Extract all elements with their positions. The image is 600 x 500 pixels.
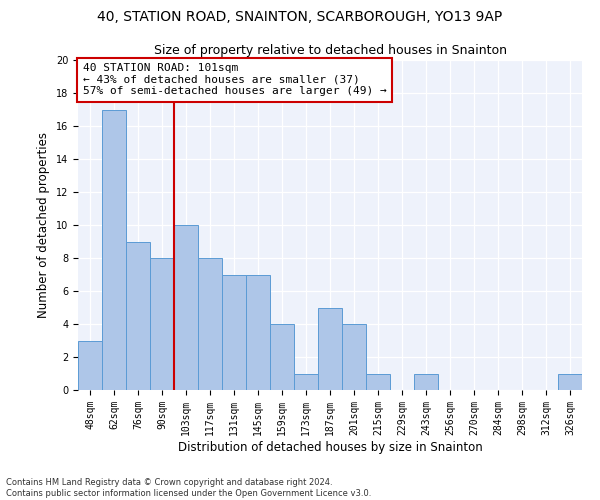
Text: Contains HM Land Registry data © Crown copyright and database right 2024.
Contai: Contains HM Land Registry data © Crown c… — [6, 478, 371, 498]
Bar — [222, 274, 246, 390]
Bar — [78, 340, 102, 390]
Bar — [318, 308, 342, 390]
Bar — [270, 324, 294, 390]
Text: 40 STATION ROAD: 101sqm
← 43% of detached houses are smaller (37)
57% of semi-de: 40 STATION ROAD: 101sqm ← 43% of detache… — [83, 64, 387, 96]
Y-axis label: Number of detached properties: Number of detached properties — [37, 132, 50, 318]
Bar — [366, 374, 390, 390]
X-axis label: Distribution of detached houses by size in Snainton: Distribution of detached houses by size … — [178, 440, 482, 454]
Bar — [414, 374, 438, 390]
Title: Size of property relative to detached houses in Snainton: Size of property relative to detached ho… — [154, 44, 506, 58]
Bar — [174, 225, 198, 390]
Bar — [342, 324, 366, 390]
Bar — [102, 110, 126, 390]
Text: 40, STATION ROAD, SNAINTON, SCARBOROUGH, YO13 9AP: 40, STATION ROAD, SNAINTON, SCARBOROUGH,… — [97, 10, 503, 24]
Bar — [126, 242, 150, 390]
Bar — [246, 274, 270, 390]
Bar — [150, 258, 174, 390]
Bar — [294, 374, 318, 390]
Bar — [198, 258, 222, 390]
Bar — [558, 374, 582, 390]
